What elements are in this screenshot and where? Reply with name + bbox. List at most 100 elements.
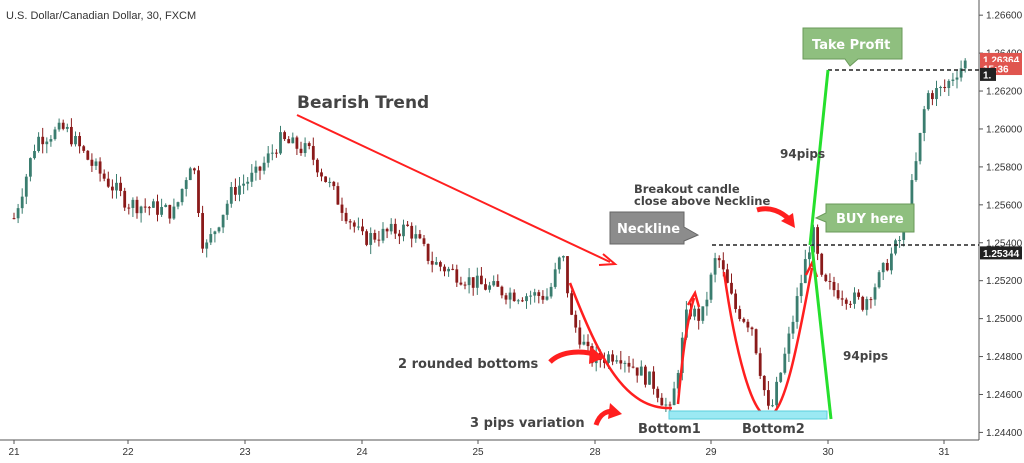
candle-up [939, 86, 942, 89]
candle-down [361, 226, 364, 232]
candle-down [730, 282, 733, 294]
candle-up [24, 176, 28, 197]
candle-down [344, 212, 348, 222]
candle-up [775, 381, 778, 406]
candle-down [299, 148, 303, 154]
candle-up [803, 259, 807, 284]
candlestick-series [12, 58, 967, 414]
time-axis: 21 22 23 24 25 28 29 30 31 [8, 440, 950, 458]
candle-up [508, 292, 512, 300]
candle-down [123, 190, 127, 208]
time-tick-label: 24 [356, 447, 368, 458]
candle-up [139, 206, 143, 214]
candle-up [713, 258, 717, 275]
candle-down [767, 390, 770, 406]
candle-up [291, 137, 295, 144]
candle-down [295, 137, 299, 149]
candle-down [365, 231, 368, 245]
candle-down [758, 353, 762, 376]
candle-down [668, 404, 672, 406]
candle-up [303, 143, 307, 154]
candle-up [705, 299, 709, 307]
candle-up [414, 234, 418, 239]
candle-up [188, 168, 192, 181]
candle-down [287, 139, 291, 144]
candle-down [635, 367, 639, 376]
candle-up [701, 306, 705, 321]
candle-down [750, 327, 754, 330]
price-tick-label: 1.26600 [986, 11, 1023, 22]
candle-up [262, 162, 266, 171]
candle-down [320, 172, 323, 177]
candle-up [865, 299, 869, 310]
candle-up [799, 283, 803, 297]
candle-down [332, 181, 336, 187]
candle-down [422, 238, 426, 244]
candle-up [562, 256, 565, 258]
price-tick-label: 1.24800 [986, 352, 1023, 363]
candle-up [57, 122, 61, 130]
bottom1-up-arrow [676, 297, 696, 405]
candle-down [90, 159, 94, 166]
candle-up [381, 228, 385, 241]
candle-down [111, 186, 114, 191]
candle-up [623, 362, 627, 364]
candle-up [516, 300, 520, 302]
breakout-line1: Breakout candle [634, 182, 740, 196]
candle-up [74, 135, 77, 145]
candle-up [434, 262, 438, 265]
candle-up [685, 309, 688, 338]
candle-down [406, 224, 409, 226]
candle-up [279, 132, 282, 154]
candle-down [857, 292, 860, 297]
candle-up [164, 204, 168, 208]
candle-down [840, 298, 844, 300]
candle-down [86, 150, 90, 160]
candle-down [439, 262, 442, 267]
candle-down [828, 280, 832, 282]
candle-up [160, 207, 163, 215]
candle-up [447, 268, 450, 272]
candle-down [352, 222, 356, 227]
chart-title: U.S. Dollar/Canadian Dollar, 30, FXCM [6, 10, 196, 22]
candle-up [45, 141, 49, 145]
candle-up [898, 239, 901, 241]
candle-down [135, 199, 139, 214]
candle-up [488, 285, 491, 290]
candle-up [935, 88, 938, 100]
candle-down [61, 122, 65, 129]
candle-down [480, 275, 483, 285]
candle-up [553, 269, 557, 287]
breakout-pointer-head [781, 213, 795, 228]
candle-down [201, 213, 204, 249]
candle-up [270, 152, 274, 154]
rounded-bottoms-pointer-head [589, 346, 604, 364]
candle-down [652, 371, 655, 389]
candle-down [82, 146, 86, 151]
candle-up [221, 214, 225, 228]
price-label-box [980, 67, 996, 81]
candle-up [402, 224, 405, 237]
candle-down [537, 292, 541, 296]
candle-down [861, 296, 865, 310]
candle-up [795, 296, 799, 322]
candle-up [152, 201, 155, 208]
candle-up [791, 321, 795, 334]
candle-up [217, 227, 221, 232]
pips-variation-label: 3 pips variation [470, 416, 585, 431]
candle-down [504, 295, 508, 300]
candle-up [914, 161, 918, 181]
candle-down [570, 293, 573, 315]
candle-up [533, 292, 537, 296]
candle-down [742, 318, 746, 322]
take-profit-callout [802, 27, 903, 67]
candle-down [844, 299, 848, 304]
rounded-bottoms-label: 2 rounded bottoms [398, 357, 539, 372]
candle-down [106, 178, 110, 187]
candle-down [824, 274, 828, 281]
breakout-line2: close above Neckline [634, 194, 770, 208]
candle-down [147, 207, 151, 209]
candle-up [53, 129, 57, 140]
candle-up [894, 240, 897, 254]
candle-down [398, 233, 401, 237]
